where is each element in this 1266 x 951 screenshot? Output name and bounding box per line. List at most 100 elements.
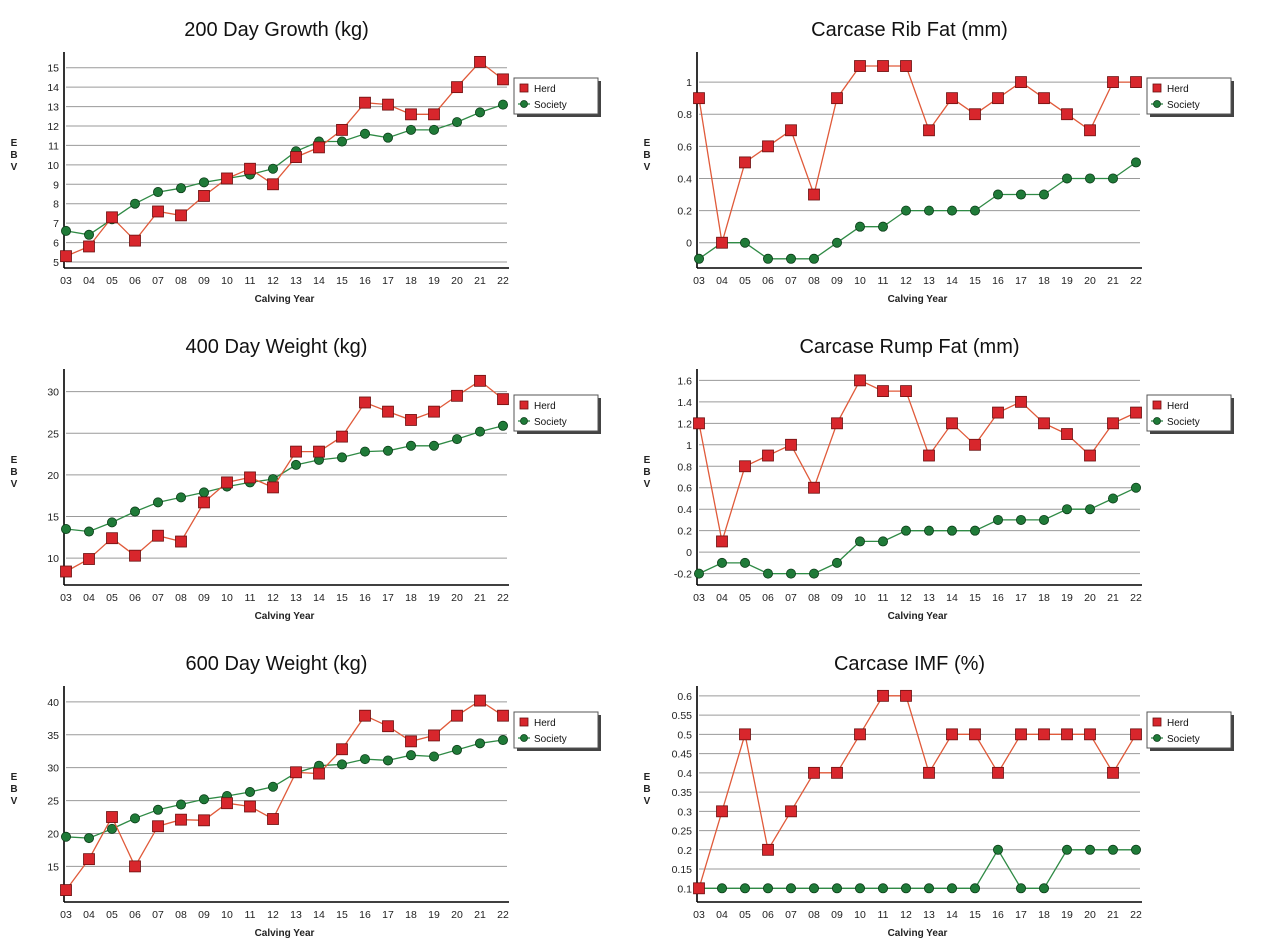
society-point	[428, 124, 439, 135]
society-point	[290, 459, 301, 470]
x-tick-label: 16	[359, 592, 371, 604]
herd-point	[785, 438, 797, 451]
chart-panel: Carcase Rump Fat (mm) -0.2 0 0.2 0.4 0.6 0.8 1 1…	[633, 317, 1266, 634]
x-tick-label: 03	[60, 909, 72, 921]
chart-panel: 200 Day Growth (kg) 5 6 7 8 9 10 11 12 13 14 15 03 04…	[0, 0, 633, 317]
society-point	[992, 514, 1003, 525]
society-point	[152, 804, 163, 815]
x-tick-label: 22	[1130, 909, 1142, 921]
herd-point	[808, 481, 820, 494]
x-tick-label: 19	[428, 909, 440, 921]
herd-point	[992, 92, 1004, 105]
y-tick-label: 1.6	[677, 375, 692, 387]
society-point	[992, 844, 1003, 855]
herd-point	[267, 481, 279, 494]
y-tick-label: 0.2	[677, 845, 692, 857]
herd-point	[900, 385, 912, 398]
chart-svg: Carcase Rib Fat (mm) 0 0.2 0.4 0.6 0.8 1 03 04 05…	[643, 19, 1234, 305]
legend-society-label: Society	[534, 100, 567, 111]
herd-point	[923, 124, 935, 137]
legend-herd-label: Herd	[1167, 401, 1189, 412]
y-tick-label: 10	[47, 160, 59, 172]
x-tick-label: 04	[716, 909, 728, 921]
legend-society-marker	[520, 734, 528, 742]
herd-point	[716, 805, 728, 818]
chart-panel: Carcase Rib Fat (mm) 0 0.2 0.4 0.6 0.8 1 03 04 05…	[633, 0, 1266, 317]
x-tick-label: 21	[474, 275, 486, 287]
x-tick-label: 19	[1061, 592, 1073, 604]
herd-point	[336, 743, 348, 756]
herd-point	[716, 236, 728, 249]
herd-point	[405, 735, 417, 748]
legend-society-marker	[520, 417, 528, 425]
x-tick-label: 16	[992, 275, 1004, 287]
herd-point	[198, 496, 210, 509]
society-point	[107, 517, 118, 528]
society-point	[717, 557, 728, 568]
society-point	[129, 198, 140, 209]
herd-series-line	[65, 61, 504, 257]
legend-herd-label: Herd	[1167, 718, 1189, 729]
herd-point	[693, 417, 705, 430]
chart-svg: 600 Day Weight (kg) 15 20 25 30 35 40 03 04 05 06 0…	[10, 653, 601, 939]
x-tick-label: 04	[83, 275, 95, 287]
x-tick-label: 03	[693, 275, 705, 287]
chart-panel: Carcase IMF (%) 0.1 0.15 0.2 0.25 0.3 0.35 0.4 0…	[633, 634, 1266, 951]
y-tick-label: 35	[47, 730, 59, 742]
herd-point	[152, 529, 164, 542]
legend-society-label: Society	[1167, 734, 1200, 745]
x-tick-label: 13	[923, 592, 935, 604]
herd-point	[359, 709, 371, 722]
society-point	[877, 221, 888, 232]
y-tick-label: 20	[47, 470, 59, 482]
society-point	[785, 883, 796, 894]
herd-point	[1107, 766, 1119, 779]
society-point	[428, 751, 439, 762]
society-point	[831, 237, 842, 248]
y-tick-label: 15	[47, 63, 59, 75]
y-tick-label: 0.8	[677, 109, 692, 121]
herd-point	[244, 471, 256, 484]
y-tick-label: -0.2	[674, 569, 692, 581]
x-tick-label: 20	[1084, 275, 1096, 287]
x-tick-label: 11	[245, 909, 256, 921]
x-tick-label: 06	[129, 592, 141, 604]
x-tick-label: 20	[1084, 592, 1096, 604]
herd-point	[451, 81, 463, 94]
x-tick-label: 09	[831, 592, 843, 604]
society-point	[1084, 173, 1095, 184]
x-tick-label: 08	[175, 275, 187, 287]
y-tick-label: 0	[686, 238, 692, 250]
herd-point	[693, 92, 705, 105]
x-tick-label: 17	[1015, 909, 1027, 921]
y-tick-label: 0.6	[677, 691, 692, 703]
herd-point	[1061, 108, 1073, 121]
herd-point	[854, 374, 866, 387]
x-tick-label: 04	[83, 592, 95, 604]
society-point	[1015, 189, 1026, 200]
herd-point	[992, 766, 1004, 779]
society-point	[61, 524, 72, 535]
herd-point	[946, 728, 958, 741]
legend-herd-label: Herd	[534, 84, 556, 95]
y-tick-label: 6	[53, 238, 59, 250]
x-tick-label: 12	[267, 909, 279, 921]
herd-point	[1084, 124, 1096, 137]
society-point	[808, 253, 819, 264]
y-tick-label: 0.4	[677, 173, 692, 185]
herd-point	[1015, 728, 1027, 741]
x-tick-label: 09	[198, 909, 210, 921]
society-point	[474, 738, 485, 749]
x-tick-label: 04	[716, 592, 728, 604]
society-point	[428, 440, 439, 451]
herd-point	[900, 689, 912, 702]
y-tick-label: 12	[47, 121, 59, 133]
society-point	[877, 883, 888, 894]
society-point	[1061, 844, 1072, 855]
society-point	[992, 189, 1003, 200]
x-tick-label: 10	[221, 592, 233, 604]
society-point	[1084, 504, 1095, 515]
herd-point	[129, 549, 141, 562]
